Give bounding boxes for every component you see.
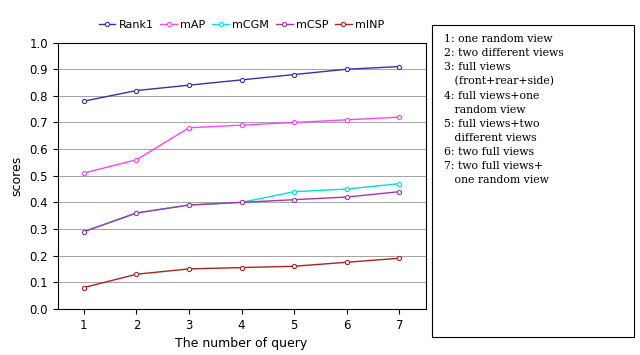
Legend: Rank1, mAP, mCGM, mCSP, mINP: Rank1, mAP, mCGM, mCSP, mINP <box>94 16 389 34</box>
Rank1 <box>291 72 298 77</box>
Line: Rank1: Rank1 <box>82 65 401 103</box>
X-axis label: The number of query: The number of query <box>175 337 308 350</box>
Rank1 <box>132 88 140 93</box>
Rank1 <box>80 99 88 103</box>
FancyBboxPatch shape <box>432 25 634 337</box>
Rank1 <box>396 65 403 69</box>
Line: mINP: mINP <box>82 256 401 290</box>
Line: mCSP: mCSP <box>82 190 401 234</box>
mCSP <box>343 195 351 199</box>
mCGM <box>343 187 351 191</box>
mCGM <box>80 230 88 234</box>
mCGM <box>238 200 246 204</box>
Text: 1: one random view
2: two different views
3: full views
   (front+rear+side)
4: : 1: one random view 2: two different view… <box>444 34 564 185</box>
Line: mAP: mAP <box>82 115 401 175</box>
mCSP <box>396 190 403 194</box>
Rank1 <box>185 83 193 87</box>
mAP <box>80 171 88 175</box>
Rank1 <box>343 67 351 71</box>
mINP <box>185 267 193 271</box>
mINP <box>396 256 403 261</box>
mAP <box>132 158 140 162</box>
mAP <box>343 118 351 122</box>
Line: mCGM: mCGM <box>82 182 401 234</box>
mAP <box>396 115 403 119</box>
mCGM <box>291 190 298 194</box>
mCSP <box>132 211 140 215</box>
mCSP <box>238 200 246 204</box>
mCSP <box>80 230 88 234</box>
mAP <box>291 120 298 125</box>
mINP <box>291 264 298 268</box>
Rank1 <box>238 78 246 82</box>
mCGM <box>396 182 403 186</box>
mINP <box>343 260 351 264</box>
mCGM <box>185 203 193 207</box>
mINP <box>238 266 246 270</box>
Y-axis label: scores: scores <box>11 155 24 196</box>
mCSP <box>185 203 193 207</box>
mAP <box>238 123 246 127</box>
mINP <box>80 285 88 290</box>
mCGM <box>132 211 140 215</box>
mINP <box>132 272 140 276</box>
mAP <box>185 126 193 130</box>
mCSP <box>291 197 298 202</box>
